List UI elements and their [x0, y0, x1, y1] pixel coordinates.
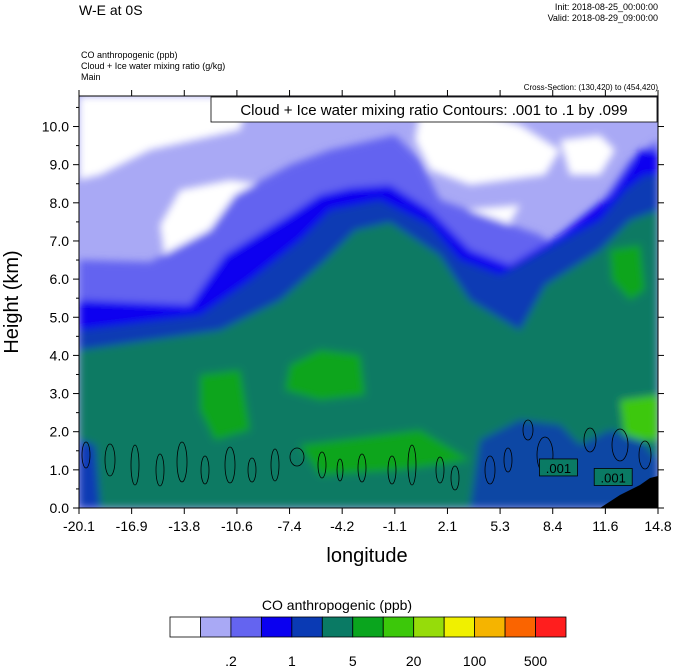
x-tick-label: -1.1	[383, 518, 407, 534]
contour-label-box	[593, 468, 633, 486]
y-tick-label: 9.0	[50, 157, 70, 173]
colorbar-labels: .2 1 5 20 100 500	[225, 653, 547, 667]
colorbar-swatch	[352, 616, 384, 638]
contour-annotation: Cloud + Ice water mixing ratio Contours:…	[240, 102, 627, 119]
valid-time: Valid: 2018-08-29_09:00:00	[547, 13, 658, 23]
x-tick-label: -16.9	[116, 518, 148, 534]
y-axis-label: Height (km)	[1, 250, 23, 353]
y-tick-label: 4.0	[50, 347, 70, 363]
y-tick-label: 1.0	[50, 462, 70, 478]
contour-label-box	[539, 458, 578, 477]
plot-frame	[78, 95, 659, 509]
y-tick-label: 7.0	[50, 233, 70, 249]
x-tick-label: 14.8	[644, 518, 671, 534]
colorbar-swatch	[169, 616, 201, 638]
x-tick-label: -4.2	[330, 518, 354, 534]
x-axis: -20.1 -16.9 -13.8 -10.6 -7.4 -4.2 -1.1 2.1 5.3 8.…	[63, 90, 672, 534]
x-tick-label: 8.4	[543, 518, 563, 534]
colorbar-swatch	[474, 616, 506, 638]
colorbar-swatch	[382, 616, 415, 638]
y-axis: 0.0 1.0 2.0 3.0 4.0 5.0 6.0 7.0 8.0 9.0 10.0	[42, 106, 664, 516]
x-tick-label: -13.8	[168, 518, 200, 534]
colorbar	[169, 616, 567, 638]
contour-labels: .001 .001	[539, 458, 633, 486]
co-shaded-field	[79, 96, 658, 508]
contour-label: .001	[601, 470, 626, 485]
colorbar-swatch	[504, 616, 536, 638]
colorbar-swatch	[413, 616, 445, 638]
y-tick-label: 0.0	[50, 500, 70, 516]
colorbar-swatch	[535, 616, 567, 638]
x-tick-label: -20.1	[63, 518, 95, 534]
colorbar-swatch	[230, 616, 262, 638]
colorbar-label: 100	[463, 653, 487, 667]
y-tick-label: 5.0	[50, 309, 70, 325]
y-tick-label: 10.0	[42, 119, 69, 135]
colorbar-label: 5	[349, 653, 357, 667]
field-name-co: CO anthropogenic (ppb)	[81, 50, 178, 60]
colorbar-label: .2	[225, 653, 237, 667]
x-tick-label: -10.6	[221, 518, 253, 534]
colorbar-swatch	[321, 616, 354, 638]
contour-label: .001	[546, 461, 571, 476]
x-tick-label: 2.1	[438, 518, 458, 534]
x-tick-label: 5.3	[490, 518, 510, 534]
y-tick-label: 6.0	[50, 271, 70, 287]
y-tick-label: 2.0	[50, 424, 70, 440]
x-tick-label: 11.6	[592, 518, 618, 534]
colorbar-label: 500	[524, 653, 548, 667]
colorbar-label: 1	[288, 653, 296, 667]
x-axis-label: longitude	[326, 545, 407, 567]
field-name-cloud: Cloud + Ice water mixing ratio (g/kg)	[81, 61, 226, 71]
y-tick-label: 8.0	[50, 195, 70, 211]
colorbar-title: CO anthropogenic (ppb)	[261, 597, 413, 613]
colorbar-swatch	[260, 616, 293, 638]
colorbar-label: 20	[406, 653, 422, 667]
field-name-main: Main	[81, 72, 101, 82]
colorbar-swatch	[443, 616, 476, 638]
x-tick-label: -7.4	[277, 518, 301, 534]
plot-title: W-E at 0S	[79, 2, 143, 18]
contour-annotation-box	[210, 96, 658, 123]
colorbar-swatch	[291, 616, 323, 638]
cross-section-label: Cross-Section: (130,420) to (454,420)	[523, 83, 658, 92]
init-time: Init: 2018-08-25_00:00:00	[554, 2, 658, 12]
y-tick-label: 3.0	[50, 386, 70, 402]
colorbar-swatch	[200, 616, 232, 638]
init-valid-times: Init: 2018-08-25_00:00:00 Valid: 2018-08…	[548, 2, 658, 24]
